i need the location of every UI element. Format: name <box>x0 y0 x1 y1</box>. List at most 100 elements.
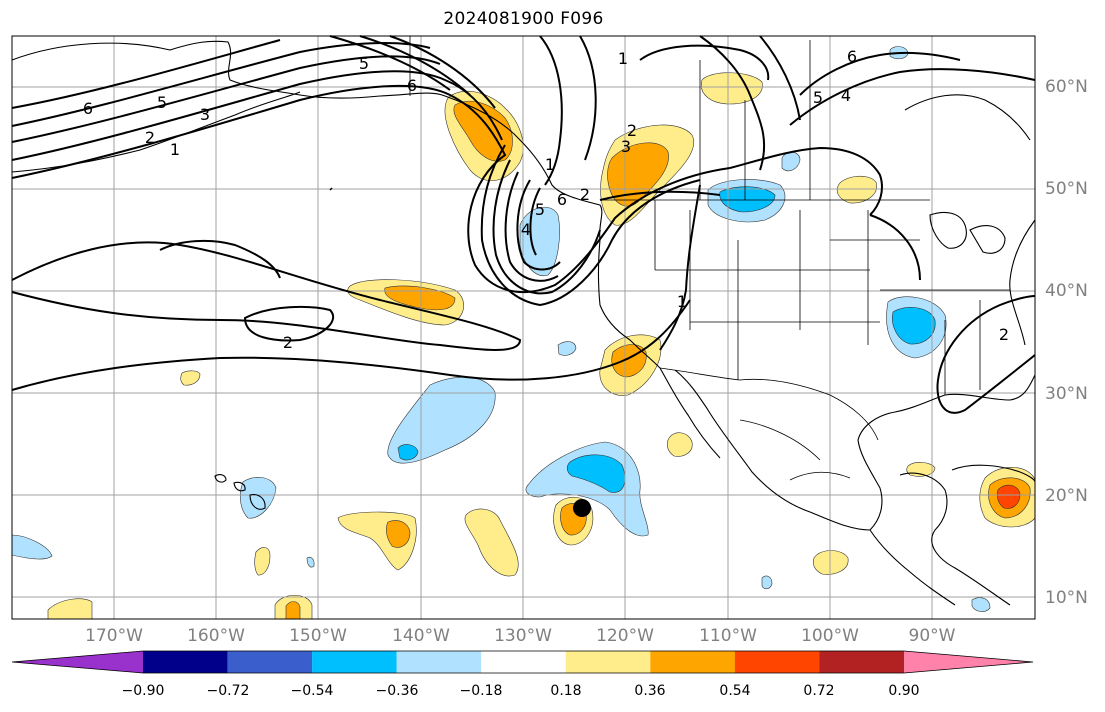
coastline-hawaii-3 <box>249 494 266 510</box>
contour-label: 1 <box>545 155 555 174</box>
contour-line-17 <box>699 35 766 171</box>
colorbar-segment <box>396 651 482 673</box>
colorbar-tick-label: −0.90 <box>121 683 165 699</box>
contour-line-6 <box>480 144 701 307</box>
cool-area-small-4 <box>761 575 773 590</box>
lon-label-170w: 170°W <box>85 626 143 646</box>
colorbar-segment <box>819 651 905 673</box>
border-mexico-states <box>739 419 851 481</box>
lat-label-60n: 60°N <box>1045 77 1088 97</box>
warm-area-sw-2 <box>464 508 519 577</box>
colorbar-tick-label: 0.72 <box>803 683 835 699</box>
coastline-central-america <box>869 529 956 606</box>
colorbar-segment <box>312 651 397 673</box>
colorbar-tick-label: 0.90 <box>888 683 920 699</box>
contour-line-11 <box>329 35 451 91</box>
contour-label: 5 <box>359 54 369 73</box>
contour-label: 2 <box>580 185 590 204</box>
contour-line-23 <box>599 190 721 201</box>
colorbar-tick-label: −0.18 <box>459 683 503 699</box>
colorbar <box>11 650 1034 674</box>
contour-label: 6 <box>407 76 417 95</box>
contour-line-8 <box>504 171 559 282</box>
coastline-yucatan <box>899 472 1011 606</box>
contour-label: 1 <box>618 49 628 68</box>
contour-label: 5 <box>813 88 823 107</box>
colorbar-tick-label: −0.54 <box>290 683 334 699</box>
colorbar-segment <box>565 651 651 673</box>
contour-line-10 <box>529 187 541 256</box>
coastline-mexico-west <box>674 369 871 531</box>
lon-label-90w: 90°W <box>908 626 956 646</box>
contour-label: 2 <box>627 121 637 140</box>
cool-core-pacific-1 <box>397 444 419 461</box>
warm-core-bc-coast <box>453 100 513 162</box>
cool-core-pacific-2 <box>566 454 626 493</box>
coastline-island-1 <box>329 187 333 191</box>
colorbar-tick-label: 0.18 <box>550 683 582 699</box>
lat-label-50n: 50°N <box>1045 179 1088 199</box>
coastline-us-west <box>597 239 661 369</box>
cool-area-small-5 <box>971 597 991 612</box>
contour-label: 3 <box>200 105 210 124</box>
cool-area-small-2 <box>239 477 277 519</box>
contour-label: 5 <box>157 93 167 112</box>
lat-label-30n: 30°N <box>1045 384 1088 404</box>
coastline-gulf <box>857 374 1036 531</box>
warm-core-mid-pacific <box>384 285 456 311</box>
lon-label-120w: 120°W <box>596 626 654 646</box>
map-title: 2024081900 F096 <box>443 9 604 29</box>
cool-area-small-6 <box>306 556 315 568</box>
storm-marker <box>573 499 591 517</box>
cool-core-mid-south <box>892 307 936 345</box>
contour-line-4 <box>11 42 431 127</box>
lon-label-100w: 100°W <box>801 626 859 646</box>
colorbar-segment <box>650 651 735 673</box>
contour-label-group: 6 5 3 2 1 5 6 1 2 3 4 5 6 1 6 5 4 2 2 1 … <box>83 47 1009 352</box>
lon-label-140w: 140°W <box>392 626 450 646</box>
contour-line-19 <box>799 51 961 96</box>
contour-line-21 <box>729 146 883 216</box>
map-frame <box>11 35 1036 620</box>
contour-line-15 <box>579 35 597 161</box>
coastline-cuba <box>951 464 1036 483</box>
contour-label: 1 <box>677 292 687 311</box>
contour-line-25 <box>11 241 522 351</box>
colorbar-segment <box>734 651 820 673</box>
contour-line-26 <box>243 305 335 342</box>
contour-line-7 <box>492 159 601 295</box>
contour-label: 5 <box>535 200 545 219</box>
warm-area-north-2 <box>836 175 877 204</box>
anomaly-shading <box>11 46 1036 620</box>
contour-label: 3 <box>621 137 631 156</box>
cool-area-small-3 <box>11 534 53 560</box>
warm-core-sw-1 <box>386 520 411 548</box>
contour-line-13 <box>389 35 496 109</box>
contour-line-28 <box>159 239 281 279</box>
cool-core-northern-plains <box>719 186 776 213</box>
contour-line-27 <box>11 299 691 391</box>
border-us-mexico <box>659 367 879 441</box>
contour-line-14 <box>539 35 563 186</box>
contour-label: 2 <box>283 333 293 352</box>
colorbar-tick-label: −0.72 <box>206 683 250 699</box>
contour-line-9 <box>516 179 561 271</box>
coastline-bc <box>444 95 603 241</box>
colorbar-tick-label: 0.36 <box>634 683 666 699</box>
contour-label: 2 <box>145 128 155 147</box>
coastline-hawaii-2 <box>233 481 246 492</box>
coastline-baja <box>659 367 721 459</box>
contour-line-12 <box>359 35 471 96</box>
contour-line-3 <box>11 55 441 143</box>
colorbar-segment <box>143 651 228 673</box>
contour-label: 6 <box>847 47 857 66</box>
colorbar-tick-label: −0.36 <box>375 683 419 699</box>
contour-line-18 <box>759 35 801 121</box>
colorbar-segment <box>481 651 566 673</box>
warm-area-small-7 <box>47 598 93 620</box>
contour-line-22 <box>869 214 921 281</box>
contour-line-20 <box>789 68 1036 126</box>
cool-area-pacific-1 <box>387 376 496 464</box>
lon-label-160w: 160°W <box>187 626 245 646</box>
